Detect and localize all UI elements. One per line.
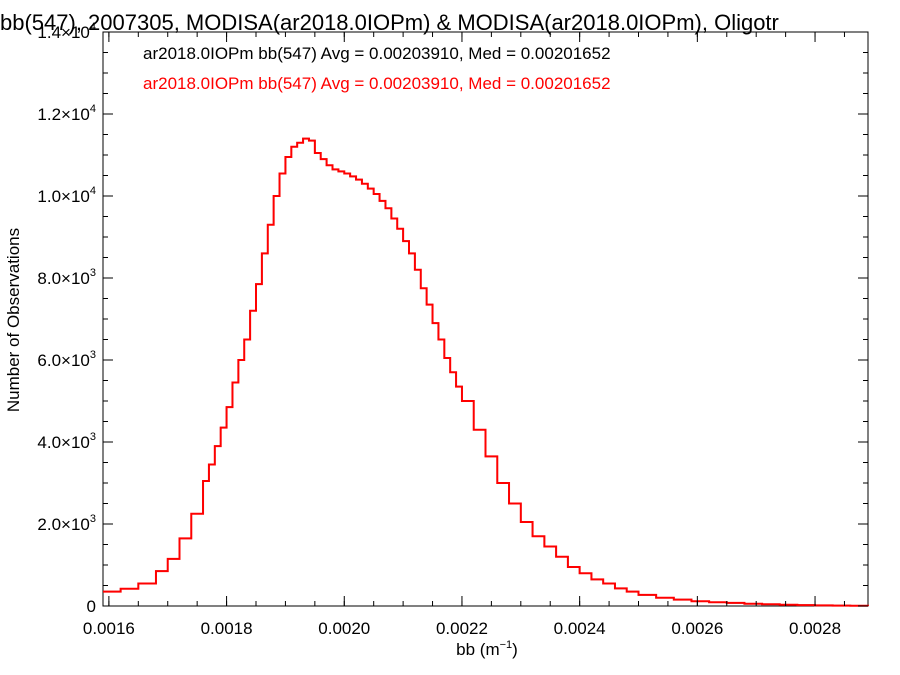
- y-tick-label: 2.0×103: [37, 513, 96, 534]
- chart-title: bb(547), 2007305, MODISA(ar2018.0IOPm) &…: [0, 10, 779, 35]
- x-tick-label: 0.0028: [789, 619, 841, 638]
- x-tick-label: 0.0024: [554, 619, 606, 638]
- x-axis: 0.0016 0.0018 0.0020 0.0022 0.0024 0.0026 0.00…: [83, 32, 845, 638]
- x-tick-label: 0.0026: [671, 619, 723, 638]
- x-tick-label: 0.0016: [83, 619, 135, 638]
- series-line-1: [103, 137, 869, 607]
- plot-frame: [102, 31, 869, 607]
- x-axis-title: bb (m−1): [456, 639, 518, 659]
- series-group: [103, 137, 869, 607]
- legend: ar2018.0IOPm bb(547) Avg = 0.00203910, M…: [143, 44, 611, 93]
- y-axis: 0 2.0×103 4.0×103 6.0×103 8.0×103 1.0×104 1.2×…: [37, 21, 868, 616]
- legend-entry-1: ar2018.0IOPm bb(547) Avg = 0.00203910, M…: [143, 44, 611, 63]
- y-tick-label: 1.2×104: [37, 103, 96, 124]
- y-tick-label: 1.4×104: [37, 21, 96, 42]
- x-tick-label: 0.0020: [318, 619, 370, 638]
- y-tick-label: 1.0×104: [37, 185, 96, 206]
- y-tick-label: 4.0×103: [37, 431, 96, 452]
- series-line-2: [103, 137, 869, 607]
- x-tick-label: 0.0022: [436, 619, 488, 638]
- y-axis-title: Number of Observations: [4, 228, 23, 412]
- plot-area: [102, 31, 869, 607]
- y-tick-label: 6.0×103: [37, 349, 96, 370]
- y-tick-label: 8.0×103: [37, 267, 96, 288]
- x-tick-label: 0.0018: [201, 619, 253, 638]
- y-tick-label: 0: [87, 597, 96, 616]
- legend-entry-2: ar2018.0IOPm bb(547) Avg = 0.00203910, M…: [143, 74, 611, 93]
